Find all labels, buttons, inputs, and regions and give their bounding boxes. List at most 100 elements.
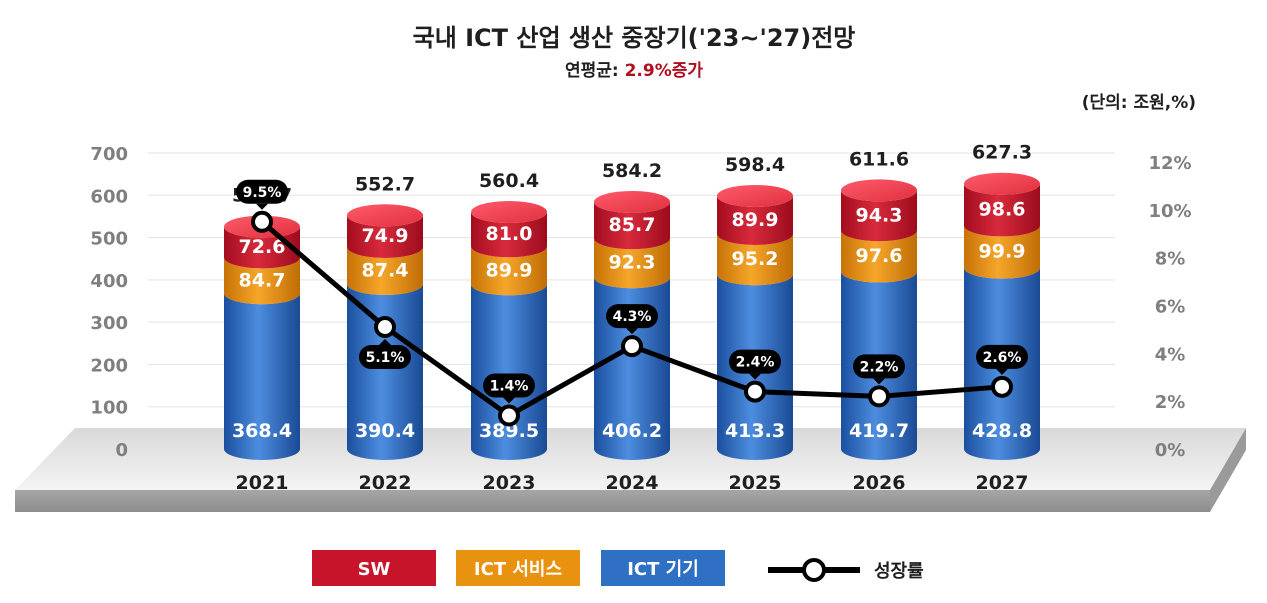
bar-sw (964, 183, 1040, 237)
growth-label: 4.3% (606, 304, 658, 335)
growth-rate-label: 4.3% (613, 309, 652, 325)
legend-label-sw: SW (358, 559, 391, 580)
y-left-tick: 100 (90, 398, 128, 419)
growth-label: 9.5% (236, 179, 288, 210)
growth-line: 9.5% 5.1% 1.4% 4.3% 2.4% 2.2% 2.6% (236, 179, 1028, 427)
subtitle-prefix: 연평균: (565, 61, 625, 81)
growth-label: 2.6% (976, 344, 1028, 375)
label-sw: 85.7 (609, 214, 656, 236)
label-ict-device: 428.8 (972, 420, 1032, 442)
callout-pointer (379, 339, 391, 346)
bar-ict-service (594, 238, 670, 289)
total-label: 552.7 (355, 173, 415, 195)
callout-box (359, 345, 411, 370)
bar-cap (964, 172, 1040, 195)
y-right-tick: 10% (1148, 201, 1191, 222)
growth-point (744, 380, 766, 403)
bar-ict-service (717, 233, 793, 286)
bar-ict-service (347, 246, 423, 295)
x-tick: 2021 (236, 472, 289, 494)
callout-pointer (626, 328, 638, 335)
legend-swatch-ict-device (601, 550, 725, 586)
label-ict-service: 99.9 (979, 241, 1026, 263)
bar-ict-service (964, 225, 1040, 279)
label-ict-device: 389.5 (479, 420, 539, 442)
callout-pointer (503, 397, 515, 404)
label-sw: 94.3 (856, 204, 903, 226)
legend-label-growth: 성장률 (874, 561, 924, 582)
y-left-tick: 700 (90, 144, 128, 165)
callout-box (606, 304, 658, 329)
bar-sw (841, 190, 917, 242)
bar-ict-service (841, 230, 917, 283)
legend-swatch-sw (312, 550, 436, 586)
bar-ict-device (224, 293, 300, 460)
growth-point (374, 316, 396, 339)
unit-label: (단의: 조원,%) (1082, 93, 1196, 113)
growth-rate-label: 1.4% (490, 379, 529, 395)
bar-stack: 389.5 89.9 81.0 560.4 (471, 170, 547, 460)
growth-point (498, 404, 520, 427)
total-label: 584.2 (602, 160, 662, 182)
chart-subtitle: 연평균: 2.9%증가 (565, 61, 703, 81)
label-ict-service: 95.2 (732, 248, 779, 270)
growth-point (621, 335, 643, 358)
bar-sw (471, 212, 547, 258)
x-tick: 2026 (853, 472, 906, 494)
y-right-tick: 6% (1155, 297, 1186, 318)
legend-item-growth: 성장률 (768, 558, 924, 582)
total-label: 627.3 (972, 142, 1032, 164)
y-left-tick: 300 (90, 313, 128, 334)
y-left-tick: 0 (115, 440, 128, 461)
bar-ict-service (471, 246, 547, 296)
callout-pointer (749, 373, 761, 380)
callout-box (483, 373, 535, 398)
callout-pointer (873, 378, 885, 385)
growth-point (251, 210, 273, 233)
legend-label-ict-service: ICT 서비스 (474, 559, 562, 580)
label-sw: 98.6 (979, 199, 1026, 221)
bar-stack: 428.8 99.9 98.6 627.3 (964, 142, 1040, 460)
label-ict-service: 97.6 (856, 245, 903, 267)
legend-item-ict-service: ICT 서비스 (456, 550, 580, 586)
total-label: 560.4 (479, 170, 539, 192)
label-sw: 74.9 (362, 225, 409, 247)
y-right-tick: 12% (1148, 153, 1191, 174)
label-ict-service: 87.4 (362, 259, 409, 281)
legend-item-sw: SW (312, 550, 436, 586)
bar-cap (347, 204, 423, 227)
growth-label: 2.2% (853, 354, 905, 385)
bar-cap (471, 201, 547, 224)
y-left-tick: 200 (90, 355, 128, 376)
x-tick: 2025 (729, 472, 782, 494)
growth-rate-label: 2.2% (860, 359, 899, 375)
bar-ict-service (224, 257, 300, 305)
label-ict-device: 406.2 (602, 420, 662, 442)
floor-side (1210, 428, 1246, 512)
total-label: 598.4 (725, 154, 785, 176)
x-tick: 2024 (606, 472, 659, 494)
label-sw: 89.9 (732, 209, 779, 231)
bar-stack: 390.4 87.4 74.9 552.7 (347, 173, 423, 460)
growth-rate-label: 2.4% (736, 355, 775, 371)
bar-ict-device (471, 284, 547, 460)
y-right-tick: 0% (1155, 440, 1186, 461)
callout-box (236, 179, 288, 204)
y-axis-left: 0 100 200 300 400 500 600 700 (90, 144, 128, 461)
bar-cap (717, 184, 793, 207)
chart-title: 국내 ICT 산업 생산 중장기('23~'27)전망 (413, 24, 856, 52)
bar-sw (594, 201, 670, 250)
x-tick: 2023 (483, 472, 536, 494)
bars: 368.484.772.6525.7390.487.474.9552.7389.… (224, 142, 1040, 460)
bar-cap (594, 190, 670, 213)
callout-box (853, 354, 905, 379)
label-ict-service: 89.9 (486, 259, 533, 281)
callout-pointer (996, 368, 1008, 375)
bar-ict-device (347, 283, 423, 460)
growth-point (868, 385, 890, 408)
callout-box (976, 344, 1028, 369)
y-right-tick: 2% (1155, 392, 1186, 413)
total-label: 611.6 (849, 148, 909, 170)
y-left-tick: 600 (90, 186, 128, 207)
